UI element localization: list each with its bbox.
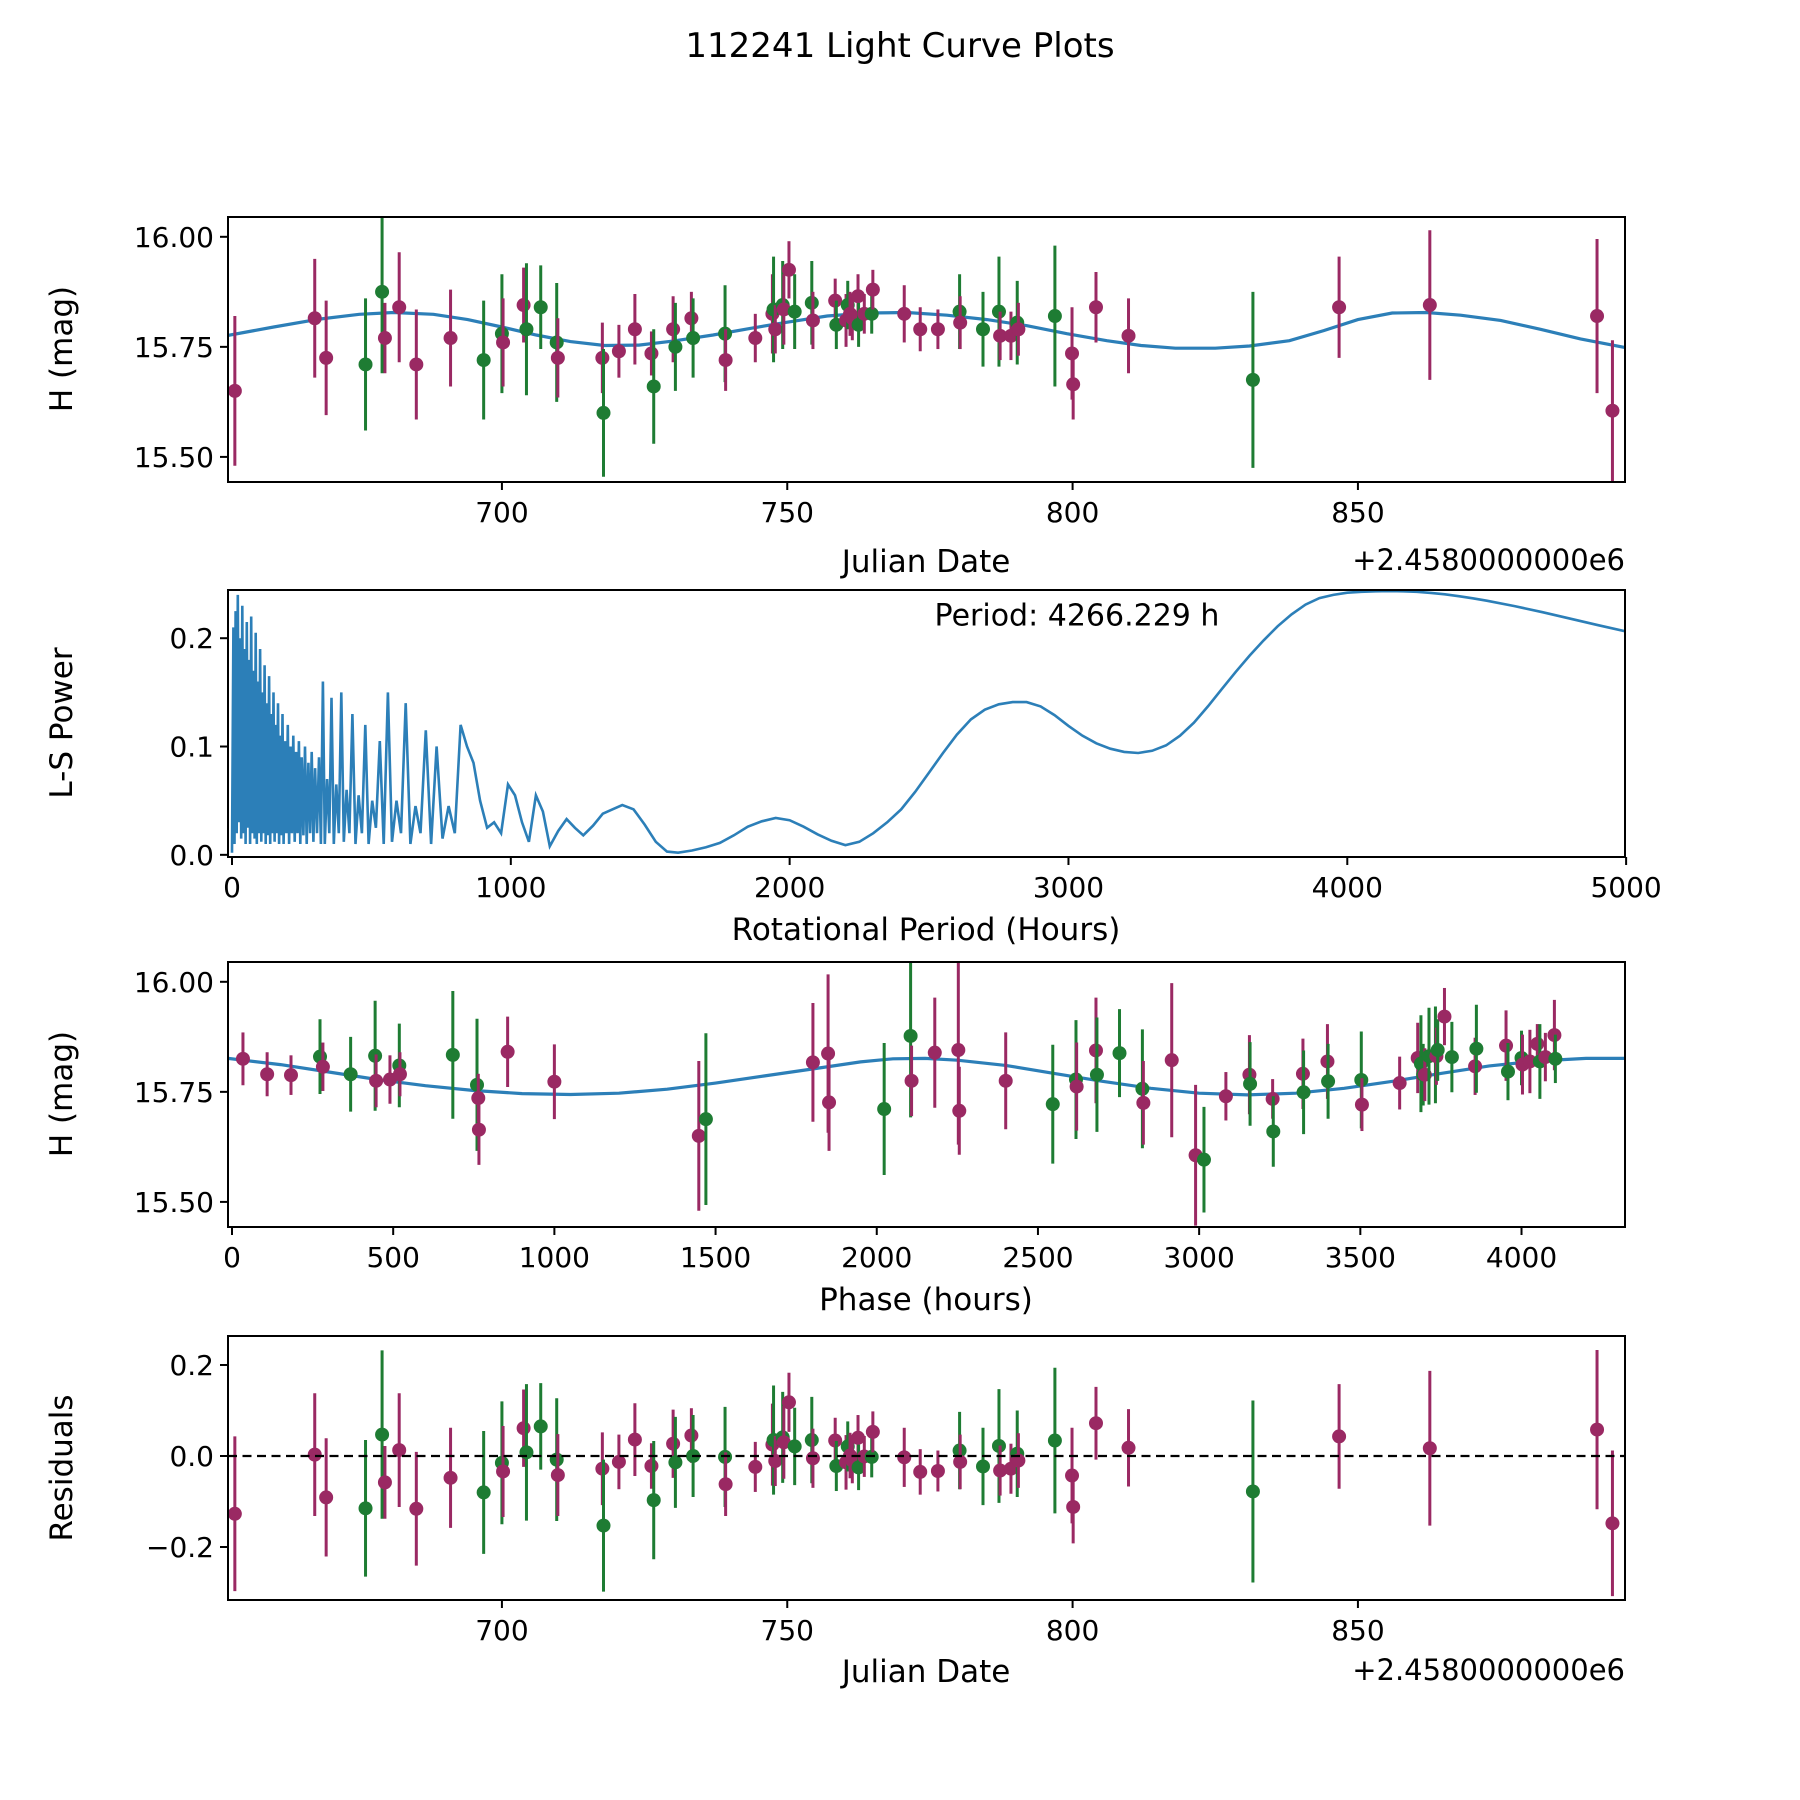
svg-text:15.75: 15.75 [134, 331, 214, 364]
best-period-annotation: Period: 4266.229 h [934, 598, 1220, 634]
lightcurve-x-axis-label: Julian Date [841, 544, 1011, 580]
svg-text:5000: 5000 [1590, 871, 1661, 904]
svg-text:1500: 1500 [680, 1241, 751, 1274]
phase-x-axis-label: Phase (hours) [819, 1282, 1033, 1318]
svg-text:850: 850 [1331, 1614, 1384, 1647]
svg-text:0.2: 0.2 [169, 622, 214, 655]
svg-text:0: 0 [223, 1241, 241, 1274]
figure-title: 112241 Light Curve Plots [685, 26, 1115, 66]
svg-text:800: 800 [1046, 496, 1099, 529]
svg-text:16.00: 16.00 [134, 966, 214, 999]
svg-text:0.0: 0.0 [169, 839, 214, 872]
svg-text:4000: 4000 [1312, 871, 1383, 904]
svg-text:0: 0 [223, 871, 241, 904]
svg-text:2000: 2000 [841, 1241, 912, 1274]
svg-text:700: 700 [475, 496, 528, 529]
svg-text:750: 750 [761, 1614, 814, 1647]
residuals-y-axis-label: Residuals [44, 1394, 80, 1542]
svg-text:700: 700 [475, 1614, 528, 1647]
svg-text:15.50: 15.50 [134, 441, 214, 474]
svg-text:0.1: 0.1 [169, 731, 214, 764]
svg-text:15.75: 15.75 [134, 1076, 214, 1109]
svg-text:3000: 3000 [1033, 871, 1104, 904]
svg-text:0.0: 0.0 [169, 1440, 214, 1473]
periodogram-y-axis-label: L-S Power [44, 647, 80, 799]
svg-text:3500: 3500 [1325, 1241, 1396, 1274]
periodogram-x-axis-label: Rotational Period (Hours) [731, 912, 1121, 948]
svg-text:850: 850 [1331, 496, 1384, 529]
svg-text:3000: 3000 [1164, 1241, 1235, 1274]
svg-text:4000: 4000 [1486, 1241, 1557, 1274]
residuals-x-offset-text: +2.4580000000e6 [1352, 1653, 1625, 1687]
residuals-x-axis-label: Julian Date [841, 1654, 1011, 1690]
svg-text:1000: 1000 [475, 871, 546, 904]
svg-text:2000: 2000 [754, 871, 825, 904]
svg-text:750: 750 [761, 496, 814, 529]
phase-y-axis-label: H (mag) [44, 1030, 80, 1158]
svg-text:800: 800 [1046, 1614, 1099, 1647]
svg-text:15.50: 15.50 [134, 1186, 214, 1219]
svg-text:2500: 2500 [1002, 1241, 1073, 1274]
svg-text:16.00: 16.00 [134, 221, 214, 254]
lightcurve-x-offset-text: +2.4580000000e6 [1352, 543, 1625, 577]
svg-text:0.2: 0.2 [169, 1349, 214, 1382]
svg-text:1000: 1000 [519, 1241, 590, 1274]
lightcurve-y-axis-label: H (mag) [44, 285, 80, 413]
svg-text:500: 500 [366, 1241, 419, 1274]
svg-text:−0.2: −0.2 [146, 1531, 214, 1564]
